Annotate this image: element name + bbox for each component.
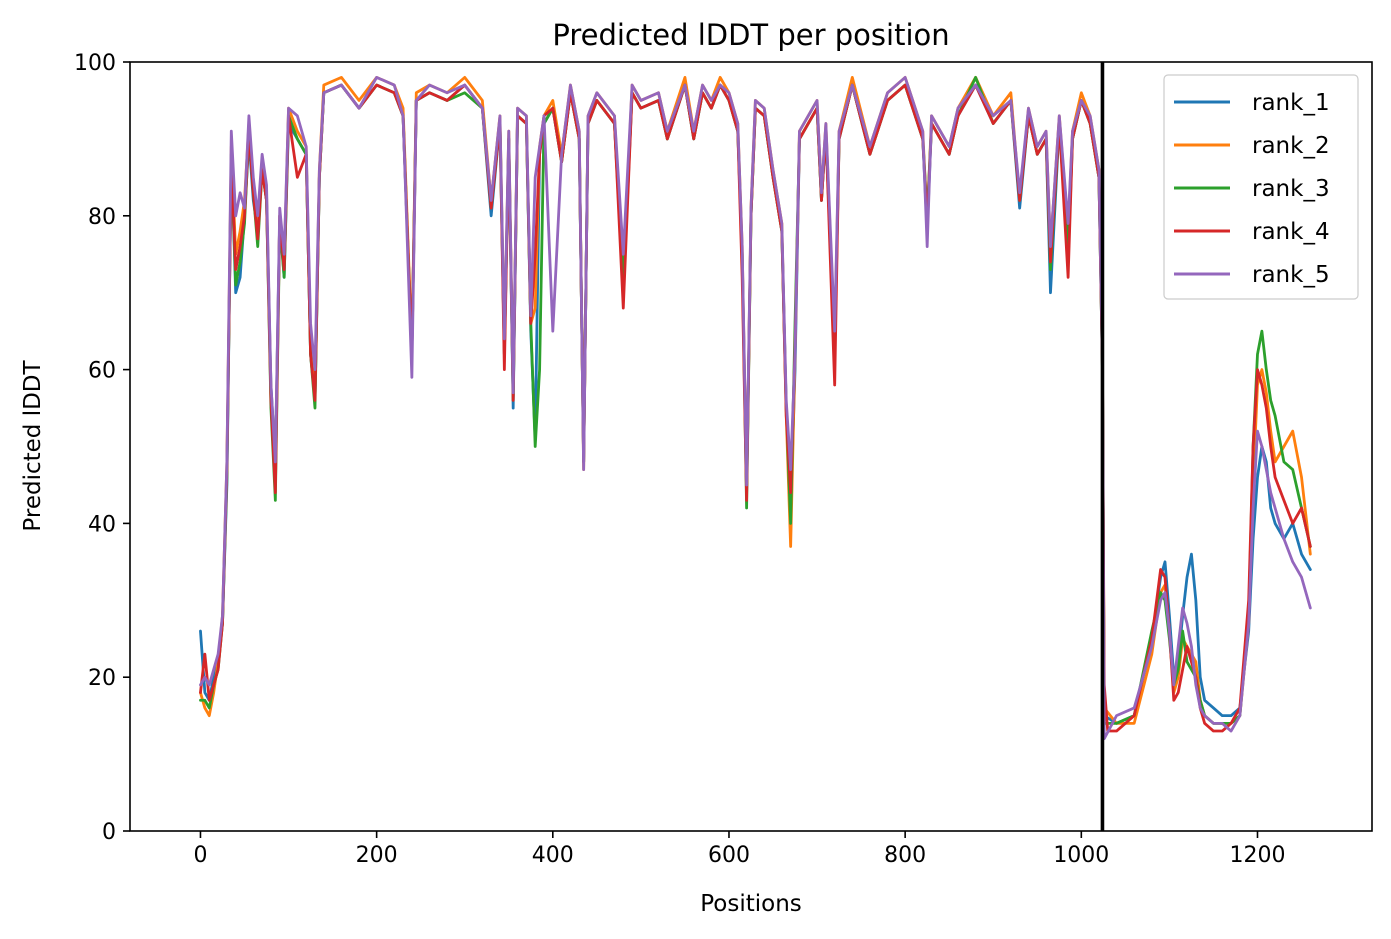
plot-frame <box>129 61 1373 832</box>
legend-label-rank-5: rank_5 <box>1252 262 1330 288</box>
x-tick-label: 800 <box>884 843 926 868</box>
legend-label-rank-1: rank_1 <box>1252 90 1330 116</box>
y-tick-label: 60 <box>88 359 116 384</box>
x-axis-ticks: 0 200 400 600 800 1000 1200 <box>193 831 1285 868</box>
legend: rank_1 rank_2 rank_3 rank_4 rank_5 <box>1163 74 1359 300</box>
y-axis-label: Predicted lDDT <box>20 359 46 531</box>
x-tick-label: 1000 <box>1053 843 1109 868</box>
y-tick-label: 20 <box>88 666 116 691</box>
series-line-rank-5 <box>199 75 1312 741</box>
x-tick-label: 600 <box>708 843 750 868</box>
x-tick-label: 400 <box>532 843 574 868</box>
y-tick-label: 100 <box>74 51 116 76</box>
y-tick-label: 0 <box>102 820 116 845</box>
y-tick-label: 80 <box>88 205 116 230</box>
legend-box <box>1163 74 1359 300</box>
legend-label-rank-2: rank_2 <box>1252 133 1330 159</box>
legend-label-rank-3: rank_3 <box>1252 176 1330 202</box>
legend-label-rank-4: rank_4 <box>1252 219 1330 245</box>
y-axis-ticks: 0 20 40 60 80 100 <box>74 51 130 845</box>
y-tick-label: 40 <box>88 512 116 537</box>
x-tick-label: 1200 <box>1229 843 1285 868</box>
data-lines <box>199 75 1312 741</box>
chart-title: Predicted lDDT per position <box>552 18 949 52</box>
x-tick-label: 200 <box>356 843 398 868</box>
x-axis-label: Positions <box>700 891 802 917</box>
x-tick-label: 0 <box>193 843 207 868</box>
